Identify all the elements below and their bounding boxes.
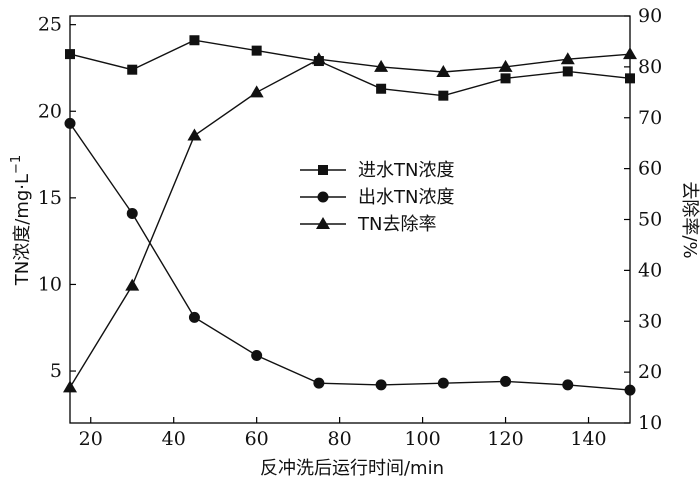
y-right-tick-label: 30 bbox=[638, 310, 662, 332]
data-point-circle bbox=[500, 375, 512, 387]
y-right-tick-label: 20 bbox=[638, 361, 662, 383]
y-axis-left-label: TN浓度/mg·L−1 bbox=[9, 155, 33, 286]
data-point-triangle bbox=[63, 380, 77, 393]
data-point-triangle bbox=[187, 128, 202, 141]
y-right-tick-label: 90 bbox=[638, 5, 662, 27]
data-point-triangle bbox=[311, 52, 326, 65]
axis-ticks: 20 40 60 80 100 120 140 5 10 15 20 25 10 20 30 40 50 60 70… bbox=[38, 5, 662, 450]
y-right-tick-label: 50 bbox=[638, 209, 662, 231]
y-left-tick-label: 20 bbox=[38, 100, 62, 122]
data-point-square bbox=[251, 45, 262, 56]
data-point-square bbox=[500, 73, 511, 84]
x-tick-label: 20 bbox=[79, 428, 103, 450]
series-square bbox=[65, 35, 635, 101]
plot-area bbox=[69, 15, 631, 424]
legend-marker-square bbox=[318, 165, 328, 175]
y-right-tick-label: 10 bbox=[638, 412, 662, 434]
y-right-tick-label: 70 bbox=[638, 107, 662, 129]
x-tick-label: 40 bbox=[162, 428, 186, 450]
data-point-square bbox=[189, 35, 200, 46]
y-right-tick-label: 40 bbox=[638, 259, 662, 281]
series-circle bbox=[64, 117, 636, 396]
data-point-triangle bbox=[498, 59, 513, 72]
x-axis-label: 反冲洗后运行时间/min bbox=[260, 458, 444, 479]
data-point-circle bbox=[437, 377, 449, 389]
y-axis-left-label-main: TN浓度/mg·L bbox=[12, 174, 33, 286]
series-layer bbox=[63, 35, 637, 396]
data-point-triangle bbox=[436, 64, 451, 77]
data-point-triangle bbox=[125, 278, 140, 291]
data-point-circle bbox=[624, 384, 636, 396]
data-point-square bbox=[376, 83, 387, 94]
series-triangle bbox=[63, 47, 637, 393]
data-point-triangle bbox=[623, 47, 637, 60]
legend-item: 出水TN浓度 bbox=[300, 187, 454, 208]
data-point-circle bbox=[64, 117, 76, 129]
y-right-tick-label: 60 bbox=[638, 158, 662, 180]
x-tick-label: 100 bbox=[404, 428, 440, 450]
legend-label: TN去除率 bbox=[357, 214, 436, 235]
x-tick-label: 60 bbox=[245, 428, 269, 450]
y-axis-left-label-exponent: −1 bbox=[9, 155, 24, 174]
data-point-circle bbox=[562, 379, 574, 391]
y-left-tick-label: 10 bbox=[38, 273, 62, 295]
x-tick-label: 80 bbox=[328, 428, 352, 450]
y-left-tick-label: 15 bbox=[38, 187, 62, 209]
legend-marker-triangle bbox=[316, 217, 330, 229]
x-tick-label: 120 bbox=[487, 428, 523, 450]
data-point-circle bbox=[126, 207, 138, 219]
data-point-triangle bbox=[374, 59, 389, 72]
data-point-circle bbox=[188, 311, 200, 323]
data-point-circle bbox=[313, 377, 325, 389]
series-line bbox=[69, 39, 631, 97]
legend-marker-circle bbox=[317, 191, 329, 203]
plot-frame bbox=[69, 15, 631, 424]
legend-label: 进水TN浓度 bbox=[358, 160, 454, 181]
data-point-square bbox=[127, 64, 138, 75]
data-point-square bbox=[625, 73, 635, 84]
data-point-triangle bbox=[249, 85, 264, 98]
y-left-tick-label: 5 bbox=[50, 360, 62, 382]
y-axis-right-label: 去除率/% bbox=[679, 181, 700, 258]
y-right-tick-label: 80 bbox=[638, 56, 662, 78]
data-point-triangle bbox=[560, 52, 575, 65]
data-point-square bbox=[438, 90, 449, 101]
legend-item: 进水TN浓度 bbox=[300, 160, 454, 181]
data-point-circle bbox=[251, 349, 263, 361]
legend-item: TN去除率 bbox=[300, 214, 436, 235]
data-point-square bbox=[562, 66, 573, 77]
legend-label: 出水TN浓度 bbox=[358, 187, 454, 208]
x-tick-label: 140 bbox=[570, 428, 606, 450]
y-left-tick-label: 25 bbox=[38, 14, 62, 36]
series-line bbox=[69, 123, 631, 391]
data-point-square bbox=[65, 49, 75, 60]
series-line bbox=[69, 53, 631, 388]
data-point-circle bbox=[375, 379, 387, 391]
